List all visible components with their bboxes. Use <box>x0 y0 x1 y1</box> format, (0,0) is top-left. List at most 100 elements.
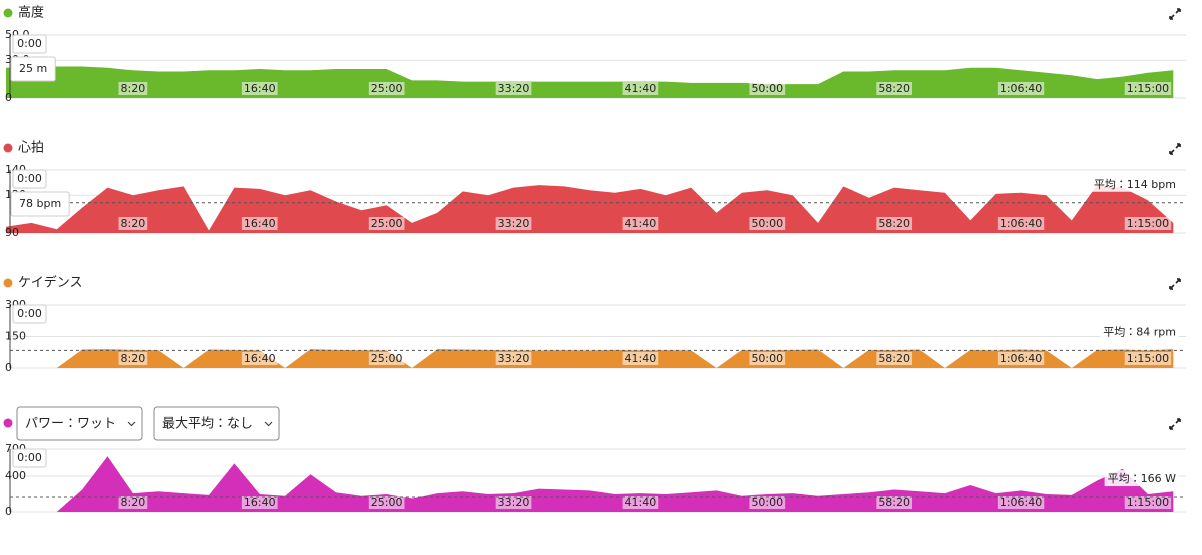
y-tick-label: 400 <box>5 469 26 482</box>
expand-icon[interactable] <box>1169 8 1181 20</box>
x-tick-label: 1:06:40 <box>1000 82 1042 95</box>
expand-icon[interactable] <box>1169 418 1181 430</box>
x-tick-label-bg <box>1124 496 1172 509</box>
x-tick-label: 58:20 <box>878 496 910 509</box>
legend-dot <box>3 8 13 18</box>
x-tick-label-bg <box>997 496 1045 509</box>
dropdown-chevron <box>127 421 136 427</box>
x-tick-label: 33:20 <box>498 82 530 95</box>
x-tick-label: 16:40 <box>244 352 276 365</box>
x-tick-label-bg <box>118 496 148 509</box>
x-tick-label-bg <box>749 217 786 230</box>
average-label: 平均：84 rpm <box>1103 324 1176 338</box>
x-tick-label-bg <box>997 352 1045 365</box>
x-tick-label: 8:20 <box>121 82 146 95</box>
x-tick-label-bg <box>749 82 786 95</box>
tooltip: 0:00 <box>12 448 47 468</box>
x-tick-label-bg <box>118 82 148 95</box>
y-tick-label: 150 <box>5 330 26 343</box>
chart-title: 高度 <box>18 5 44 21</box>
x-tick-label: 58:20 <box>878 82 910 95</box>
y-tick-label: 0 <box>5 505 12 518</box>
tooltip-time-box <box>12 304 47 324</box>
x-tick-label: 8:20 <box>121 217 146 230</box>
chart-title: 心拍 <box>18 141 44 156</box>
x-tick-label-bg <box>495 352 532 365</box>
legend-dot <box>3 143 13 153</box>
x-tick-label-bg <box>876 82 913 95</box>
x-tick-label-bg <box>997 82 1045 95</box>
x-tick-label: 50:00 <box>751 496 783 509</box>
x-tick-label-bg <box>997 217 1045 230</box>
chart-title: ケイデンス <box>18 275 82 291</box>
x-tick-label-bg <box>1124 82 1172 95</box>
x-tick-label-bg <box>749 496 786 509</box>
x-tick-label: 8:20 <box>121 496 146 509</box>
x-tick-label: 50:00 <box>751 352 783 365</box>
x-tick-label-bg <box>1124 352 1172 365</box>
x-tick-label-bg <box>368 352 405 365</box>
x-tick-label-bg <box>368 82 405 95</box>
x-tick-label-bg <box>241 352 278 365</box>
x-tick-label: 58:20 <box>878 217 910 230</box>
x-tick-label-bg <box>368 496 405 509</box>
expand-icon[interactable] <box>1169 278 1181 290</box>
x-tick-label: 41:40 <box>625 352 657 365</box>
x-tick-label-bg <box>622 82 659 95</box>
x-tick-label: 1:06:40 <box>1000 496 1042 509</box>
x-tick-label-bg <box>876 217 913 230</box>
tooltip-value-box <box>10 56 56 82</box>
tooltip: 0:00 78 bpm <box>10 169 70 217</box>
x-tick-label: 1:06:40 <box>1000 217 1042 230</box>
x-tick-label: 8:20 <box>121 352 146 365</box>
dropdown-box <box>153 406 280 441</box>
x-tick-label-bg <box>1124 217 1172 230</box>
tooltip-value: 25 m <box>19 62 47 75</box>
dropdown-chevron <box>264 421 273 427</box>
dropdown[interactable]: 最大平均：なし <box>153 406 280 441</box>
x-tick-label: 16:40 <box>244 82 276 95</box>
tooltip-time: 0:00 <box>17 307 42 320</box>
x-tick-label: 1:15:00 <box>1127 82 1169 95</box>
x-tick-label: 33:20 <box>498 217 530 230</box>
x-tick-label: 41:40 <box>625 217 657 230</box>
dropdown[interactable]: パワー：ワット <box>16 406 143 441</box>
x-tick-label-bg <box>368 217 405 230</box>
dropdown-label: パワー：ワット <box>25 417 116 432</box>
tooltip-time: 0:00 <box>17 451 42 464</box>
x-tick-label-bg <box>876 496 913 509</box>
x-tick-label-bg <box>876 352 913 365</box>
x-tick-label: 1:15:00 <box>1127 217 1169 230</box>
x-tick-label: 41:40 <box>625 496 657 509</box>
x-tick-label: 33:20 <box>498 352 530 365</box>
x-tick-label: 16:40 <box>244 496 276 509</box>
x-tick-label-bg <box>495 496 532 509</box>
x-tick-label-bg <box>118 217 148 230</box>
average-label: 平均：114 bpm <box>1094 177 1176 191</box>
x-tick-label: 41:40 <box>625 82 657 95</box>
x-tick-label: 50:00 <box>751 82 783 95</box>
expand-icon[interactable] <box>1169 143 1181 155</box>
y-tick-label: 0 <box>5 91 12 104</box>
tooltip-time-box <box>12 169 47 189</box>
tooltip-time-box <box>12 34 47 54</box>
y-tick-label: 0 <box>5 361 12 374</box>
dropdown-label: 最大平均：なし <box>162 417 253 432</box>
x-tick-label-bg <box>118 352 148 365</box>
x-tick-label: 16:40 <box>244 217 276 230</box>
legend-dot <box>3 278 13 288</box>
tooltip-time-box <box>12 448 47 468</box>
dropdown-box <box>16 406 143 441</box>
x-tick-label: 25:00 <box>371 496 403 509</box>
average-label-bg <box>1100 323 1179 340</box>
x-tick-label-bg <box>241 217 278 230</box>
average-label-bg <box>1090 175 1179 192</box>
x-tick-label: 25:00 <box>371 217 403 230</box>
x-tick-label: 33:20 <box>498 496 530 509</box>
average-label: 平均：166 W <box>1108 471 1176 485</box>
legend-dot <box>3 418 13 428</box>
x-tick-label-bg <box>495 217 532 230</box>
